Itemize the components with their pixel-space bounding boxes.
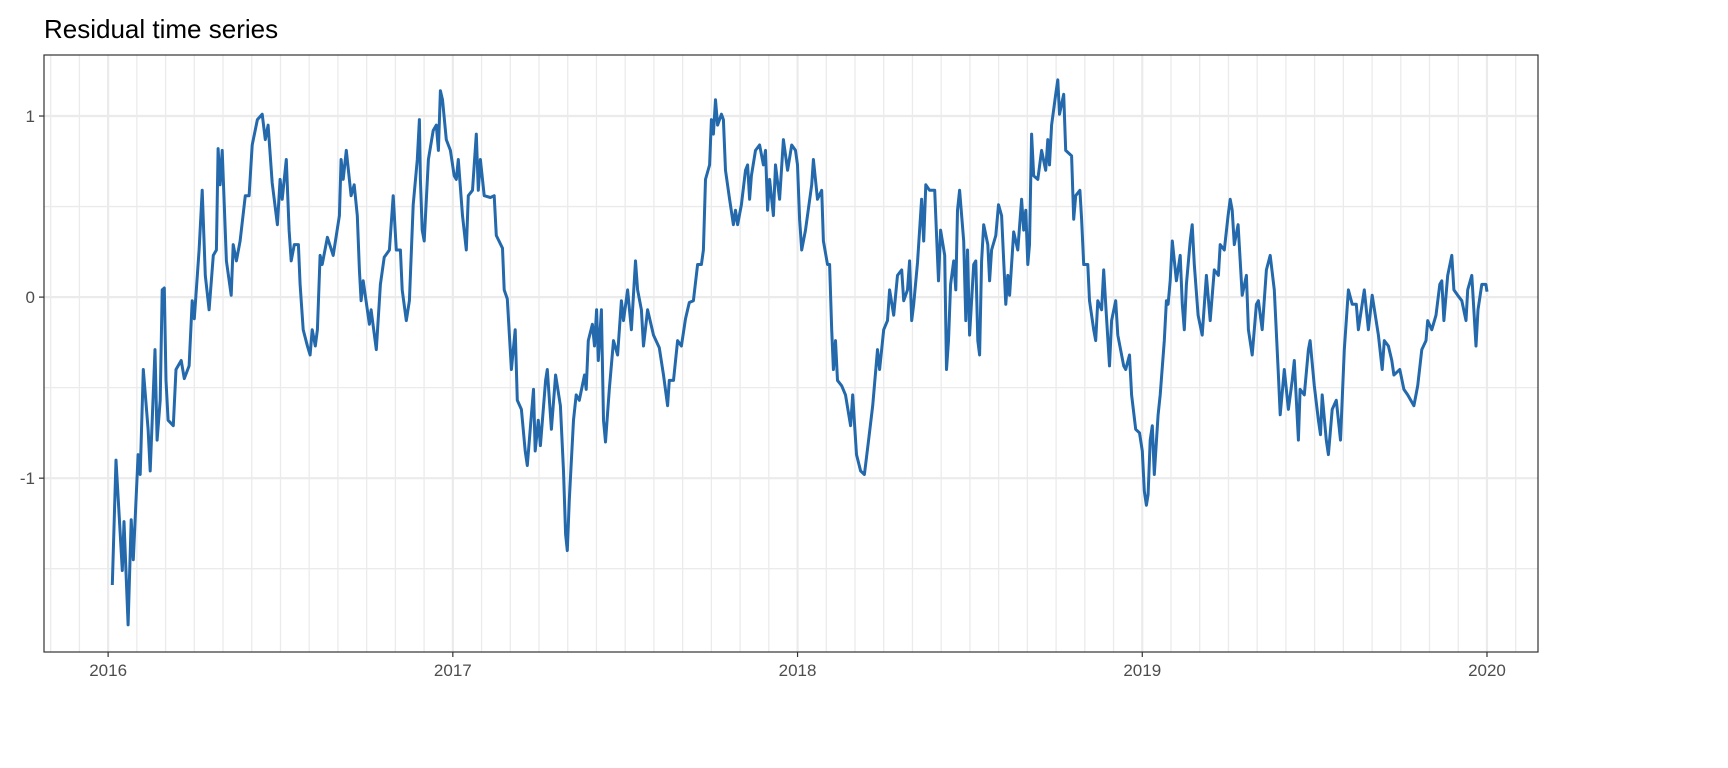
y-tick-label: 1 <box>26 107 35 126</box>
panel-border <box>43 54 1539 653</box>
axes: -1 0 1 2016 2017 2018 2019 2020 <box>20 107 1506 680</box>
x-tick-label: 2017 <box>434 661 472 680</box>
y-tick-label: 0 <box>26 288 35 307</box>
x-tick-label: 2016 <box>89 661 127 680</box>
x-tick-label: 2018 <box>779 661 817 680</box>
chart-title: Residual time series <box>44 14 278 44</box>
series-line <box>110 78 1489 627</box>
x-tick-label: 2020 <box>1468 661 1506 680</box>
x-tick-label: 2019 <box>1123 661 1161 680</box>
y-tick-label: -1 <box>20 469 35 488</box>
grid <box>44 55 1538 652</box>
series-layer <box>110 78 1489 627</box>
